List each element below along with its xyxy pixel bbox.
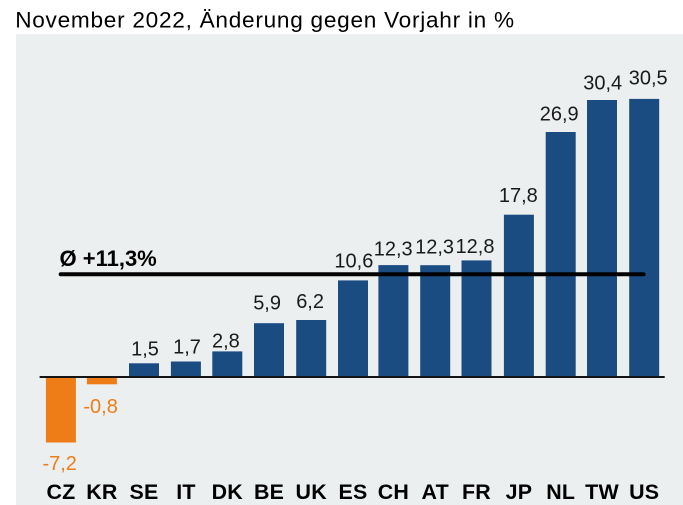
svg-text:FR: FR	[462, 480, 491, 504]
svg-text:1,5: 1,5	[131, 339, 159, 361]
svg-text:1,7: 1,7	[173, 337, 201, 359]
svg-text:17,8: 17,8	[499, 185, 538, 207]
svg-text:ES: ES	[339, 480, 368, 504]
svg-text:US: US	[629, 480, 659, 504]
svg-text:10,6: 10,6	[334, 251, 373, 273]
svg-text:5,9: 5,9	[253, 293, 281, 315]
svg-text:30,4: 30,4	[583, 72, 622, 94]
svg-text:12,8: 12,8	[456, 236, 495, 258]
svg-text:NL: NL	[546, 480, 575, 504]
svg-text:IT: IT	[176, 480, 195, 504]
svg-text:-0,8: -0,8	[83, 396, 117, 418]
svg-text:30,5: 30,5	[629, 68, 668, 90]
svg-text:CH: CH	[378, 480, 409, 504]
svg-text:TW: TW	[585, 480, 619, 504]
svg-text:AT: AT	[422, 480, 449, 504]
svg-text:-7,2: -7,2	[42, 453, 76, 475]
svg-text:12,3: 12,3	[415, 237, 454, 259]
svg-text:BE: BE	[254, 480, 284, 504]
svg-text:UK: UK	[296, 480, 328, 504]
svg-text:KR: KR	[86, 480, 118, 504]
svg-text:12,3: 12,3	[374, 239, 413, 261]
svg-text:CZ: CZ	[47, 480, 76, 504]
svg-text:Ø +11,3%: Ø +11,3%	[60, 246, 157, 271]
svg-text:26,9: 26,9	[540, 104, 579, 126]
svg-text:2,8: 2,8	[212, 331, 240, 353]
svg-text:6,2: 6,2	[296, 291, 324, 313]
svg-text:JP: JP	[506, 480, 533, 504]
svg-text:DK: DK	[212, 480, 244, 504]
svg-text:SE: SE	[130, 480, 159, 504]
svg-text:November 2022, Änderung gegen: November 2022, Änderung gegen Vorjahr in…	[15, 7, 515, 32]
